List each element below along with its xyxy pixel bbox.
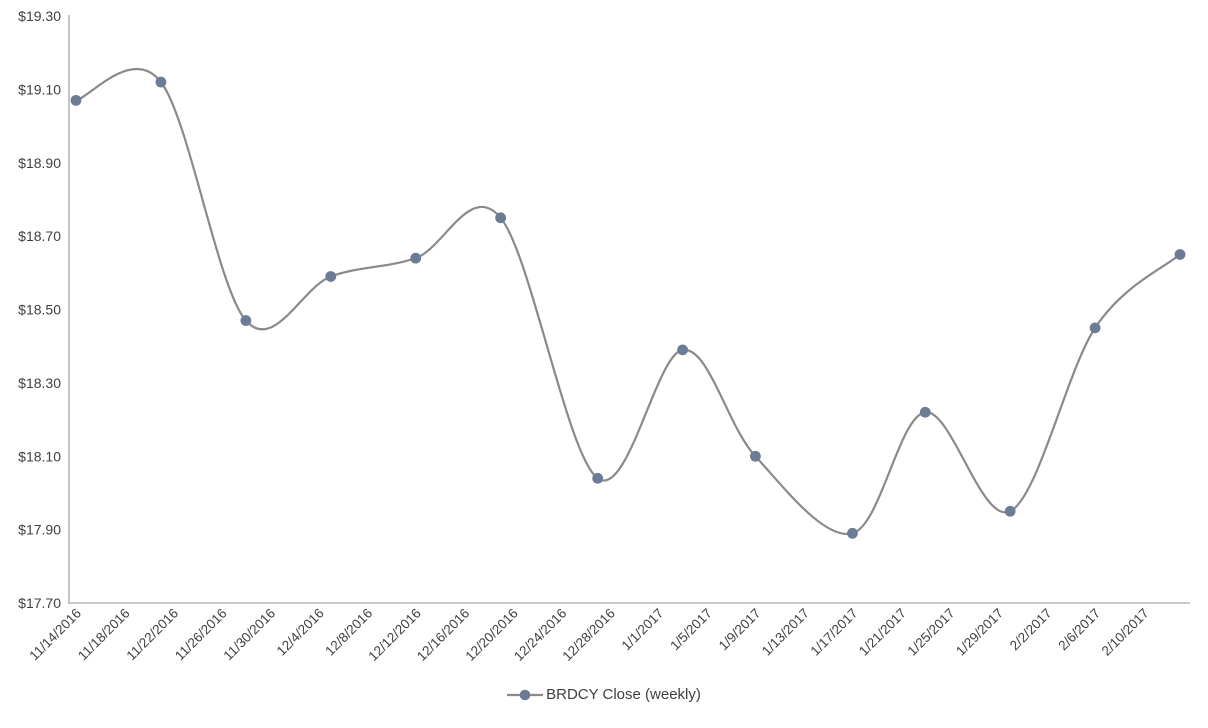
x-axis-tick-label: 11/18/2016 (75, 606, 133, 664)
y-axis-tick-label: $18.10 (18, 448, 61, 464)
x-axis-tick-label: 11/14/2016 (26, 606, 84, 664)
series-line (74, 67, 1182, 535)
data-point-marker (1004, 505, 1016, 517)
data-point-marker (155, 76, 167, 88)
x-axis-tick-label: 2/10/2017 (1099, 606, 1152, 659)
x-axis-tick-label: 1/5/2017 (667, 606, 715, 654)
data-point-marker (592, 472, 604, 484)
data-point-marker (677, 344, 688, 356)
y-axis-tick-label: $18.30 (18, 375, 61, 391)
legend-label: BRDCY Close (weekly) (546, 686, 701, 703)
data-point-marker (847, 527, 858, 539)
x-axis-tick-label: 11/26/2016 (172, 606, 230, 664)
data-point-marker (70, 94, 82, 106)
data-point-marker (240, 315, 252, 326)
legend: BRDCY Close (weekly) (0, 686, 1208, 703)
data-point-marker (495, 212, 507, 224)
data-point-marker (325, 271, 337, 282)
y-axis-tick-label: $18.70 (18, 228, 61, 244)
data-point-marker (1174, 249, 1186, 260)
y-axis-tick-label: $19.10 (18, 81, 61, 97)
x-axis-tick-label: 2/2/2017 (1007, 606, 1055, 654)
y-axis-tick-label: $17.70 (18, 595, 61, 611)
x-axis-tick-label: 1/21/2017 (856, 606, 909, 659)
x-axis-tick-label: 1/13/2017 (759, 606, 812, 659)
x-axis-tick-label: 12/28/2016 (560, 606, 618, 664)
x-axis-tick-label: 12/4/2016 (274, 606, 327, 659)
y-axis-tick-label: $18.50 (18, 302, 61, 318)
data-point-marker (919, 406, 931, 418)
x-axis-tick-label: 11/30/2016 (221, 606, 279, 664)
x-axis-tick-label: 11/22/2016 (123, 606, 181, 664)
y-axis-tick-label: $18.90 (18, 155, 61, 171)
legend-marker-icon (507, 689, 544, 700)
x-axis-tick-label: 1/29/2017 (953, 606, 1006, 659)
x-axis-tick-label: 1/1/2017 (619, 606, 667, 654)
y-axis-tick-label: $17.90 (18, 522, 61, 538)
data-point-marker (410, 252, 422, 264)
y-axis-tick-label: $19.30 (18, 8, 61, 24)
x-axis-tick-label: 2/6/2017 (1055, 606, 1103, 654)
x-axis-tick-label: 1/25/2017 (905, 606, 958, 659)
data-point-marker (1089, 322, 1101, 334)
data-point-marker (749, 450, 761, 462)
x-axis-tick-label: 1/9/2017 (716, 606, 764, 654)
x-axis-tick-label: 1/17/2017 (807, 606, 860, 659)
